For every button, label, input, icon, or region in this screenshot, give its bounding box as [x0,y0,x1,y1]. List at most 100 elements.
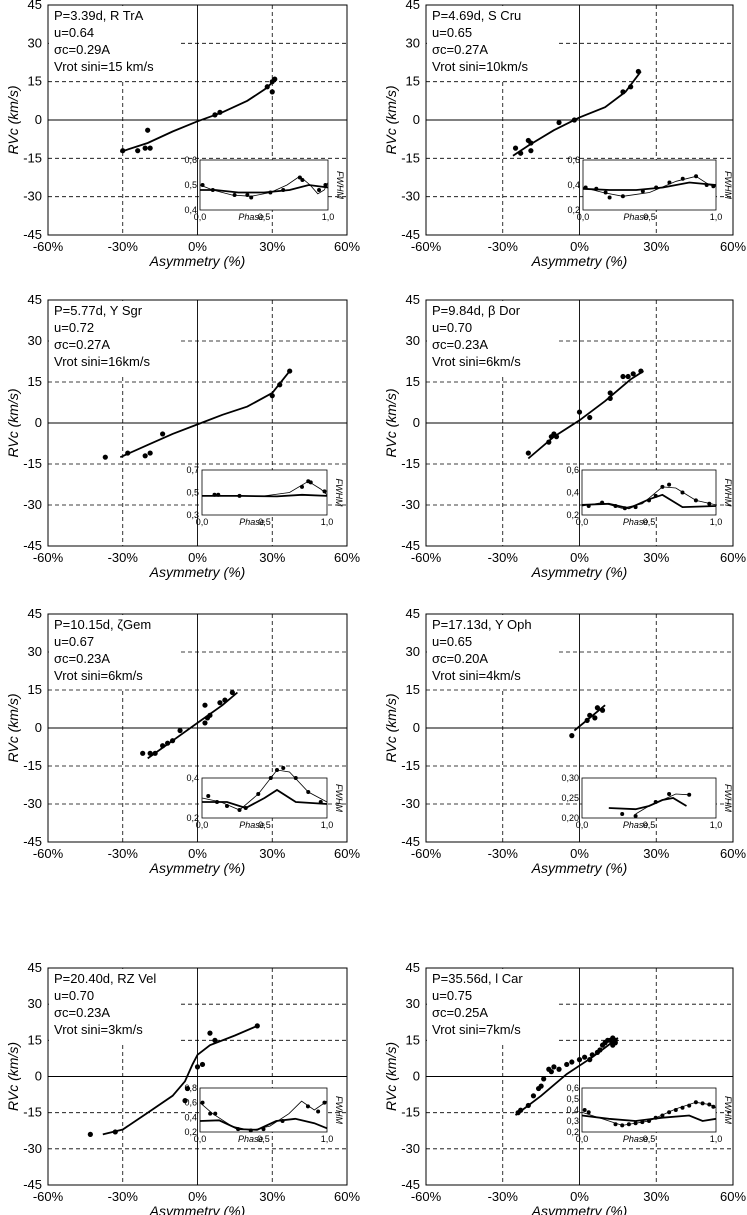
y-tick-label: 0 [413,112,420,127]
inset-data-point [653,800,658,804]
data-point [217,700,223,706]
y-tick-label: -15 [401,150,420,165]
data-point [546,439,552,445]
inset-y-tick-label: 0,2 [186,813,199,823]
data-point [212,112,218,118]
annotation-line: σc=0.27A [54,337,110,352]
data-point [584,717,590,724]
data-point [525,450,531,456]
inset-data-point [680,176,685,181]
y-tick-label: 30 [28,644,42,659]
inset-data-point [583,185,588,190]
inset-data-point [633,1121,638,1126]
chart-panel-6: -60% -30% 0% 30% 60% 45 30 15 0 -15 -30 -45 Asymmetr… [383,606,746,876]
data-point [638,368,644,374]
x-tick-label: 60% [334,550,360,565]
inset-y-label: FWHM [334,1096,344,1124]
data-point [518,1107,524,1113]
annotation-line: P=3.39d, R TrA [54,8,144,23]
x-tick-label: 60% [334,1189,360,1204]
data-point [530,1093,537,1099]
x-axis-label: Asymmetry (%) [531,860,628,876]
plot-frame [47,967,348,1186]
inset-x-tick-label: 0,5 [258,820,271,830]
chart-panel-1: -60% -30% 0% 30% 60% 45 30 15 0 -15 -30 -45 Asymmetr… [5,0,360,269]
annotation-line: Vrot sini=6km/s [432,354,521,369]
y-tick-label: 45 [28,0,42,12]
x-axis-label: Asymmetry (%) [149,860,246,876]
inset-data-point [216,492,221,497]
x-axis-label: Asymmetry (%) [149,564,246,580]
inset-data-point [654,185,659,190]
y-tick-label: 15 [406,74,420,89]
annotation-line: P=35.56d, l Car [432,971,523,986]
data-point [599,707,606,713]
inset-x-tick-label: 0,5 [258,212,271,222]
inset-y-label: FWHM [335,171,345,199]
inset-data-point [704,183,709,187]
inset-x-tick-label: 0,0 [194,1134,207,1144]
inset-fwhm: 0,0 0,5 1,0 0,6 0,5 0,4 Phase FWHM [184,155,345,222]
y-axis-label: RVc (km/s) [383,389,399,458]
annotation-line: P=20.40d, RZ Vel [54,971,156,986]
y-axis-label: RVc (km/s) [5,389,21,458]
inset-data-point [711,1104,716,1109]
inset-data-point [707,501,712,506]
inset-fit-thick [202,493,328,498]
x-tick-label: 0% [570,550,589,565]
data-point [607,395,613,401]
annotation-box [49,969,179,1043]
inset-data-point [316,1109,321,1114]
data-point [217,109,223,115]
x-axis-label: Asymmetry (%) [531,1203,628,1215]
data-point [269,89,275,95]
y-tick-label: -30 [23,189,42,204]
inset-data-point [660,1113,665,1118]
annotation-line: Vrot sini=4km/s [432,668,521,683]
inset-x-tick-label: 1,0 [710,1134,723,1144]
data-point [87,1131,93,1137]
inset-y-tick-label: 0,6 [184,1098,197,1108]
inset-data-point [248,1128,253,1133]
inset-data-point [673,1108,678,1112]
fit-curve [102,1025,258,1136]
x-tick-label: -60% [411,846,442,861]
inset-fwhm: 0,0 0,5 1,0 0,4 0,2 Phase FWHM [186,766,344,830]
data-point [597,1047,603,1053]
inset-y-tick-label: 0,6 [566,1083,579,1093]
inset-y-tick-label: 0,4 [566,1105,579,1115]
inset-x-tick-label: 0,0 [576,517,589,527]
inset-x-tick-label: 0,5 [258,517,271,527]
x-axis-label: Asymmetry (%) [149,1203,246,1215]
inset-y-label: FWHM [723,1096,733,1124]
inset-data-point [647,1119,651,1123]
annotation-line: Vrot sini=7km/s [432,1022,521,1037]
data-point [556,1066,562,1072]
data-point [628,84,634,90]
chart-panel-7: -60% -30% 0% 30% 60% 45 30 15 0 -15 -30 -45 Asymmetr… [5,960,360,1215]
data-point [592,715,598,721]
inset-data-point [667,792,672,796]
annotation-line: u=0.67 [54,634,94,649]
annotation-line: P=17.13d, Y Oph [432,617,532,632]
annotation-line: P=9.84d, β Dor [432,303,521,318]
inset-y-label: FWHM [723,784,733,812]
fit-curve [120,79,276,153]
data-point [528,140,534,146]
inset-y-tick-label: 0,6 [567,155,580,165]
data-point [202,702,208,708]
y-tick-label: 15 [28,1032,42,1047]
y-axis-label: RVc (km/s) [383,1042,399,1111]
data-point [589,1052,595,1058]
y-tick-label: -15 [23,1105,42,1120]
inset-data-point [236,1127,241,1132]
data-point [102,454,108,460]
inset-x-tick-label: 1,0 [710,212,723,222]
inset-y-tick-label: 0,5 [186,488,199,498]
inset-frame [581,469,717,516]
inset-data-point [620,194,625,199]
y-tick-label: -45 [401,834,420,849]
annotation-box [427,6,557,80]
data-point [222,697,228,703]
x-tick-label: -30% [108,1189,139,1204]
